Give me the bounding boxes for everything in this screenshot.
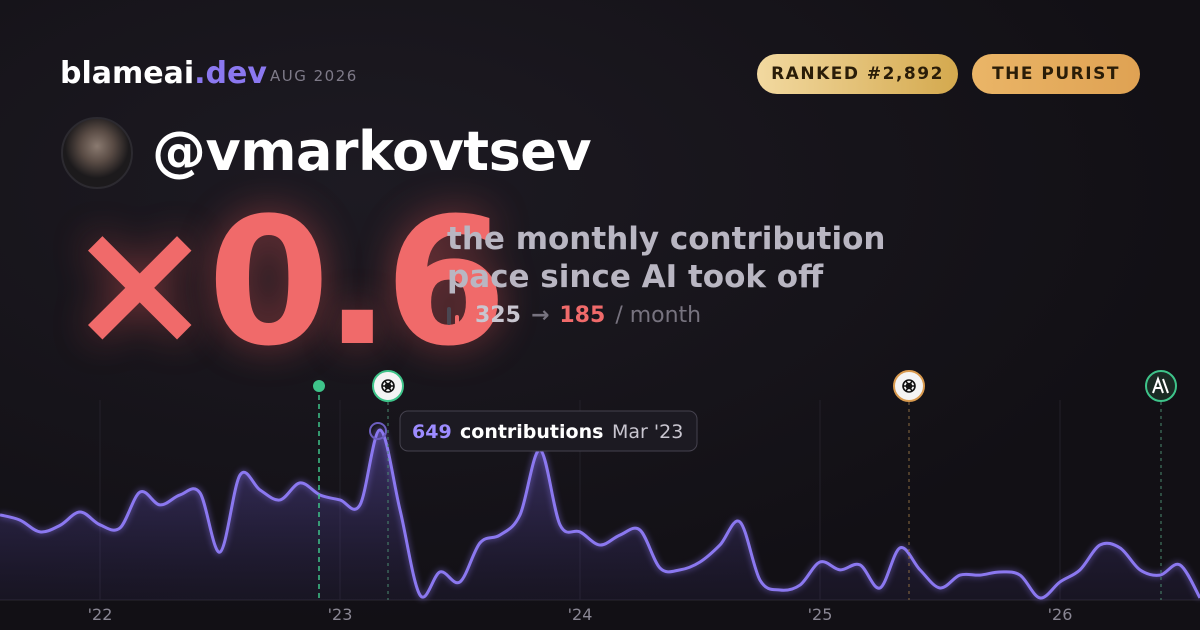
- openai-logo: [902, 379, 916, 393]
- hover-ring: [369, 422, 387, 440]
- handle: @vmarkovtsev: [152, 120, 592, 183]
- multiplier: ×0.6: [66, 180, 507, 385]
- rank-badge: RANKED #2,892: [757, 54, 958, 94]
- tooltip-value: 649: [412, 421, 452, 443]
- tooltip-separator: ·: [597, 423, 602, 441]
- site-name: blameai: [60, 56, 195, 91]
- tooltip: [399, 410, 698, 452]
- area: [0, 429, 1200, 600]
- tooltip-label: contributions: [460, 421, 603, 443]
- pace-unit: / month: [615, 303, 702, 328]
- event-dot: [313, 380, 325, 392]
- site-tld: .dev: [194, 56, 267, 91]
- logo: blameai.dev: [60, 56, 267, 91]
- caption-line: the monthly contribution: [447, 221, 886, 257]
- period: AUG 2026: [270, 67, 358, 85]
- pace-arrow: →: [530, 303, 550, 328]
- x-tick-label: '26: [1048, 605, 1073, 624]
- persona-badge: THE PURIST: [972, 54, 1140, 94]
- openai-logo: [381, 379, 395, 393]
- caption-line: pace since AI took off: [447, 259, 824, 295]
- pace-before: 325: [475, 303, 521, 328]
- x-tick-label: '25: [808, 605, 833, 624]
- pace: 325 → 185 / month: [447, 303, 701, 328]
- x-tick-label: '24: [568, 605, 593, 624]
- line: [0, 428, 1200, 600]
- tooltip-date: Mar '23: [612, 421, 683, 443]
- avatar: [61, 117, 133, 189]
- pace-icon: [447, 306, 459, 325]
- caption: the monthly contribution pace since AI to…: [447, 220, 885, 296]
- anthropic-logo: [1152, 376, 1169, 394]
- x-tick-label: '23: [328, 605, 353, 624]
- pace-after: 185: [559, 303, 606, 328]
- x-tick-label: '22: [88, 605, 113, 624]
